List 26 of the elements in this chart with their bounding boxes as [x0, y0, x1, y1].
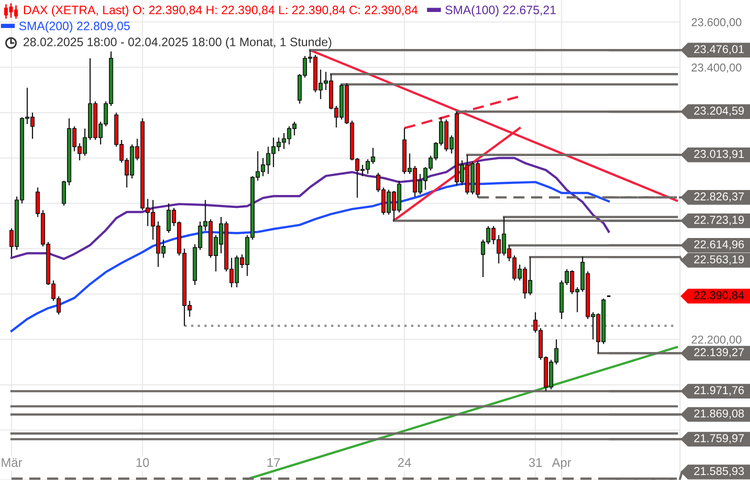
- x-tick-label: 31: [528, 458, 542, 467]
- ref-line-label: 22.139,27: [694, 348, 744, 358]
- ref-line-label: 23.204,59: [694, 106, 744, 116]
- y-tick-label: 23.600,00: [692, 18, 742, 28]
- ref-line-label: 21.759,97: [694, 434, 744, 444]
- ref-line-label: 23.476,01: [694, 45, 744, 55]
- ref-line-label: 22.563,19: [694, 255, 744, 265]
- ref-line-label: 22.723,19: [694, 216, 744, 226]
- legend-label: SMA(200) 22.809,05: [19, 21, 130, 33]
- ref-line-label: 22.614,96: [694, 240, 744, 250]
- ref-line-label: 21.585,93: [694, 466, 744, 476]
- y-tick-label: 23.400,00: [692, 64, 742, 73]
- ref-line-label: 21.971,76: [694, 386, 744, 396]
- ref-line-label: 23.013,91: [694, 150, 744, 160]
- x-tick-label: 17: [267, 458, 280, 467]
- text: 22.390,84: [694, 291, 744, 301]
- ref-line-label: 22.826,37: [694, 192, 744, 202]
- x-tick-label: Mär: [2, 458, 22, 467]
- y-tick-label: 22.200,00: [692, 336, 742, 346]
- ref-line-label: 21.869,08: [694, 409, 744, 419]
- text: 28.02.2025 18:00 - 02.04.2025 18:00 (1 Monat, 1 Stunde): [24, 37, 332, 49]
- x-tick-label: 10: [136, 458, 149, 467]
- x-tick-label: Apr: [552, 458, 572, 470]
- x-tick-label: 24: [398, 458, 412, 467]
- chart-title: DAX (XETRA, Last) O: 22.390,84 H: 22.390,84 L: 22.390,84 C: 22.390,84: [24, 5, 418, 17]
- legend-label: SMA(100) 22.675,21: [445, 5, 556, 17]
